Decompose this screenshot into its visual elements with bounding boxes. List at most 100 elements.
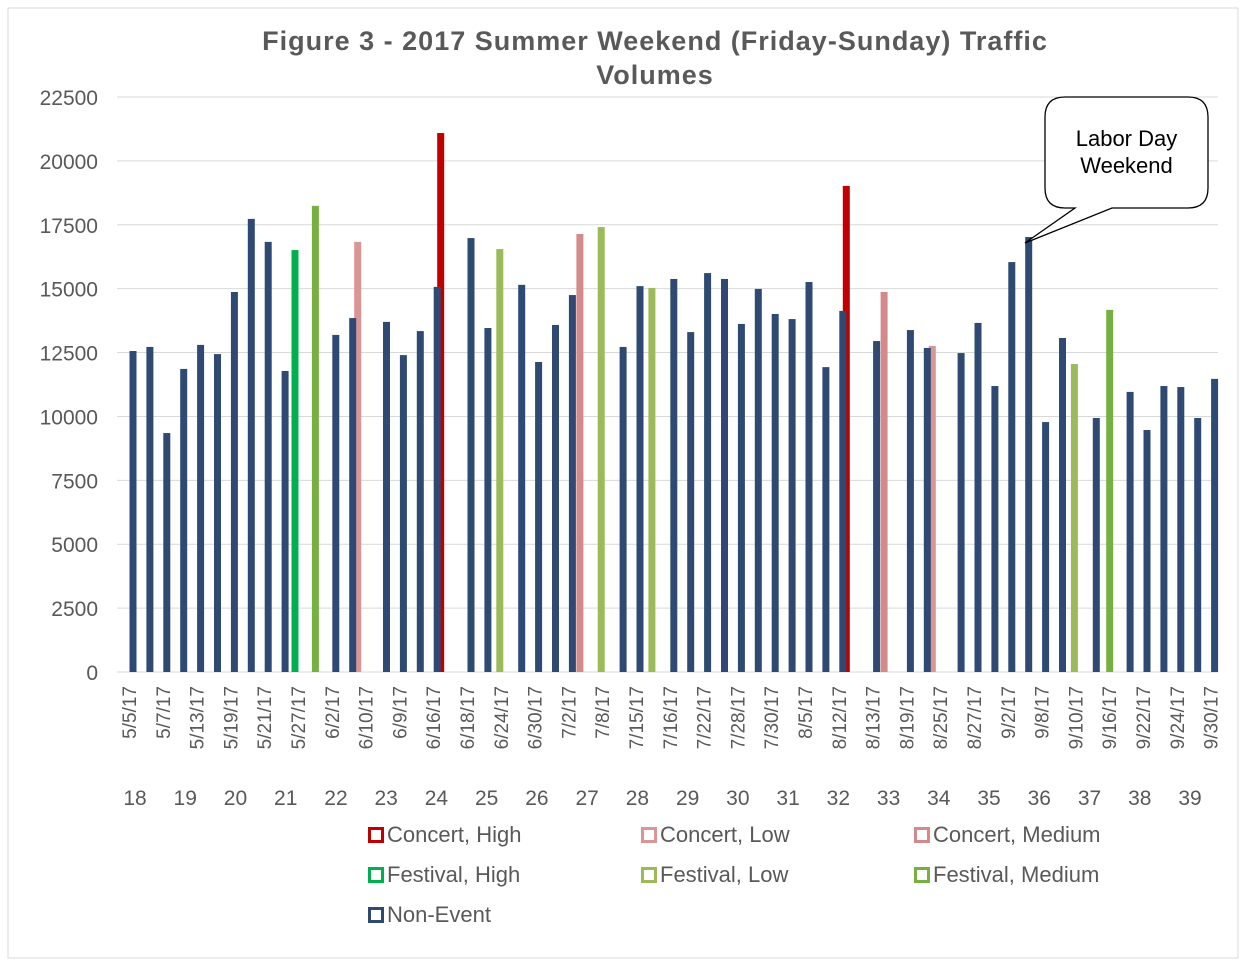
x-group-label: 36 <box>1028 787 1051 810</box>
x-tick-label: 9/22/17 <box>1134 686 1155 749</box>
x-group-label: 34 <box>927 787 951 810</box>
x-group-label: 39 <box>1178 787 1201 810</box>
legend-swatch <box>641 867 657 883</box>
bar <box>704 273 712 672</box>
bar <box>1008 262 1016 672</box>
bar <box>1092 417 1100 672</box>
bar <box>146 346 154 672</box>
bar <box>805 282 813 672</box>
bar <box>1106 309 1114 672</box>
bar <box>230 291 238 672</box>
x-tick-label: 6/10/17 <box>357 686 378 749</box>
legend-label: Concert, High <box>387 822 522 847</box>
bar <box>496 249 504 673</box>
x-tick-label: 8/19/17 <box>897 686 918 749</box>
y-tick-label: 7500 <box>51 470 98 493</box>
x-tick-label: 6/24/17 <box>492 686 513 749</box>
bar <box>163 433 171 672</box>
bar <box>264 241 272 672</box>
bar <box>1160 386 1168 672</box>
bar <box>771 313 779 672</box>
x-tick-label: 6/30/17 <box>526 686 547 749</box>
x-group-label: 35 <box>977 787 1000 810</box>
y-tick-label: 20000 <box>40 151 98 174</box>
callout-box <box>1024 96 1209 244</box>
x-group-label: 21 <box>274 787 297 810</box>
x-tick-label: 8/25/17 <box>931 686 952 749</box>
bar <box>467 238 475 673</box>
bar <box>839 310 847 672</box>
bar <box>873 341 881 672</box>
legend-label: Concert, Medium <box>933 822 1101 847</box>
bar <box>180 368 188 672</box>
legend-item: Festival, Low <box>641 862 788 888</box>
bar <box>670 278 678 672</box>
bar <box>957 353 965 672</box>
x-tick-label: 5/19/17 <box>221 686 242 749</box>
x-group-label: 30 <box>726 787 749 810</box>
y-tick-label: 12500 <box>40 343 98 366</box>
legend-swatch <box>368 827 384 843</box>
x-tick-label: 7/2/17 <box>559 686 580 739</box>
legend-label: Festival, Low <box>660 862 789 887</box>
legend-swatch <box>368 867 384 883</box>
bar <box>291 250 299 673</box>
x-group-label: 27 <box>575 787 598 810</box>
bar <box>788 319 796 672</box>
bar <box>721 278 728 672</box>
x-tick-label: 6/9/17 <box>390 686 411 739</box>
x-tick-label: 5/27/17 <box>289 686 310 749</box>
x-tick-label: 7/30/17 <box>762 686 783 749</box>
bar <box>568 295 576 672</box>
bar <box>619 346 627 672</box>
bar <box>1143 429 1151 672</box>
x-group-label: 28 <box>626 787 649 810</box>
x-group-label: 22 <box>324 787 347 810</box>
x-group-label: 31 <box>776 787 799 810</box>
x-tick-label: 7/28/17 <box>728 686 749 749</box>
x-tick-label: 7/15/17 <box>627 686 648 749</box>
bar <box>597 227 605 673</box>
bar <box>636 286 644 672</box>
legend-item: Concert, Medium <box>914 822 1101 848</box>
x-group-label: 24 <box>425 787 449 810</box>
x-group-label: 29 <box>676 787 699 810</box>
bar <box>214 354 221 672</box>
legend-item: Concert, High <box>368 822 522 848</box>
x-tick-label: 8/5/17 <box>796 686 817 739</box>
x-tick-label: 9/24/17 <box>1168 686 1189 749</box>
bar <box>354 241 362 672</box>
x-group-label: 23 <box>375 787 398 810</box>
bar <box>687 332 695 672</box>
x-tick-label: 8/13/17 <box>864 686 885 749</box>
bar <box>484 328 492 672</box>
y-tick-label: 2500 <box>51 598 98 621</box>
bar <box>974 322 982 672</box>
x-tick-label: 8/27/17 <box>965 686 986 749</box>
x-group-label: 18 <box>123 787 146 810</box>
x-tick-label: 5/21/17 <box>255 686 276 749</box>
x-tick-label: 5/7/17 <box>154 686 175 739</box>
x-group-label: 37 <box>1078 787 1101 810</box>
annotation: Labor Day Weekend <box>1075 126 1178 178</box>
y-tick-label: 10000 <box>40 406 98 429</box>
bar <box>247 218 255 672</box>
legend-label: Non-Event <box>387 902 491 927</box>
legend-item: Concert, Low <box>641 822 790 848</box>
bar <box>648 287 656 672</box>
bar <box>1126 391 1134 672</box>
legend-swatch <box>914 867 930 883</box>
bar <box>281 370 289 672</box>
x-tick-label: 7/8/17 <box>593 686 614 739</box>
x-tick-label: 6/2/17 <box>323 686 344 739</box>
bar <box>383 321 390 672</box>
bar <box>332 334 340 672</box>
y-tick-label: 22500 <box>40 87 98 110</box>
x-group-label: 19 <box>174 787 197 810</box>
bar <box>1211 378 1219 672</box>
x-tick-label: 5/13/17 <box>188 686 209 749</box>
bar <box>1194 417 1202 672</box>
legend-label: Festival, High <box>387 862 521 887</box>
